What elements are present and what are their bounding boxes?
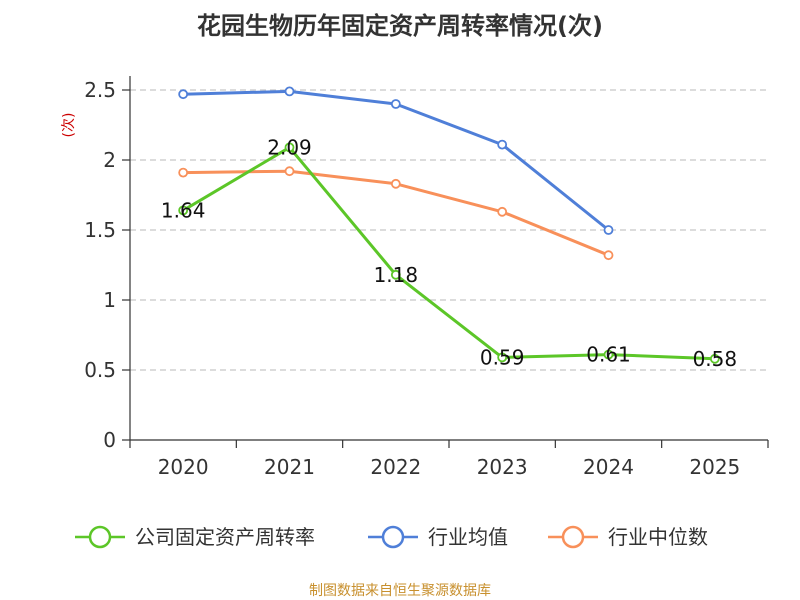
data-point — [709, 353, 720, 364]
legend-marker — [381, 525, 405, 549]
data-point — [284, 142, 295, 153]
data-point — [284, 166, 295, 177]
x-tick-label: 2024 — [583, 455, 634, 479]
legend-label: 公司固定资产周转率 — [135, 525, 315, 549]
data-label: 1.64 — [161, 198, 206, 222]
series-line — [182, 145, 715, 361]
data-point — [178, 167, 189, 178]
data-label: 0.59 — [480, 345, 525, 369]
y-tick-label: 2 — [103, 148, 116, 172]
data-point — [390, 99, 401, 109]
data-point — [497, 139, 508, 150]
data-label: 0.61 — [586, 343, 631, 367]
data-point — [284, 86, 295, 97]
data-label: 2.09 — [267, 135, 312, 159]
data-point — [497, 206, 508, 217]
legend-item[interactable]: 行业均值 — [368, 525, 508, 549]
x-tick-label: 2023 — [477, 455, 528, 479]
y-tick-label: 1.5 — [84, 218, 116, 242]
data-point — [603, 250, 614, 261]
data-point — [603, 349, 614, 360]
legend-item[interactable]: 公司固定资产周转率 — [75, 525, 315, 549]
source-note: 制图数据来自恒生聚源数据库 — [309, 583, 491, 599]
data-point — [178, 205, 189, 216]
y-tick-label: 0 — [103, 428, 116, 452]
x-tick-label: 2025 — [689, 455, 740, 479]
y-tick-label: 0.5 — [84, 358, 116, 382]
data-label: 0.58 — [693, 347, 738, 371]
data-point — [390, 178, 401, 189]
legend-marker — [561, 525, 585, 549]
series-line — [183, 89, 610, 232]
x-tick-label: 2022 — [370, 455, 421, 479]
x-tick-label: 2020 — [158, 455, 209, 479]
legend-label: 行业中位数 — [608, 525, 708, 549]
legend: 公司固定资产周转率 行业均值 行业中位数 — [75, 525, 708, 549]
x-tick-label: 2021 — [264, 455, 315, 479]
data-point — [390, 269, 401, 280]
axes: 0 0.5 1 1.5 2 2.5 2020 2021 2022 2023 2024 2025 — [84, 76, 769, 479]
data-point — [497, 352, 508, 363]
y-axis-label: (次) — [61, 113, 77, 138]
legend-marker — [88, 525, 112, 549]
series — [178, 86, 720, 364]
data-point — [603, 225, 614, 235]
data-label: 1.18 — [374, 263, 419, 287]
data-labels: 1.64 2.09 1.18 0.59 0.61 0.58 — [161, 135, 737, 370]
y-tick-label: 1 — [103, 288, 116, 312]
legend-label: 行业均值 — [428, 525, 508, 549]
chart-title: 花园生物历年固定资产周转率情况(次) — [197, 12, 603, 40]
data-point — [178, 89, 189, 100]
legend-item[interactable]: 行业中位数 — [548, 525, 708, 549]
y-tick-label: 2.5 — [84, 78, 116, 102]
gridlines — [130, 89, 768, 371]
